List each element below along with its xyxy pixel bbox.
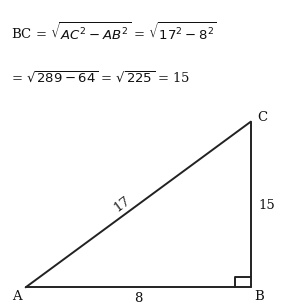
Text: C: C [257,111,267,124]
Text: BC = $\sqrt{AC^2 - AB^2}$ = $\sqrt{17^2 - 8^2}$: BC = $\sqrt{AC^2 - AB^2}$ = $\sqrt{17^2 … [11,22,217,43]
Text: 8: 8 [134,292,142,304]
Text: 17: 17 [112,194,133,215]
Text: B: B [255,290,264,303]
Text: A: A [12,290,22,303]
Text: = $\sqrt{289-64}$ = $\sqrt{225}$ = 15: = $\sqrt{289-64}$ = $\sqrt{225}$ = 15 [11,70,191,85]
Text: 15: 15 [258,199,275,212]
